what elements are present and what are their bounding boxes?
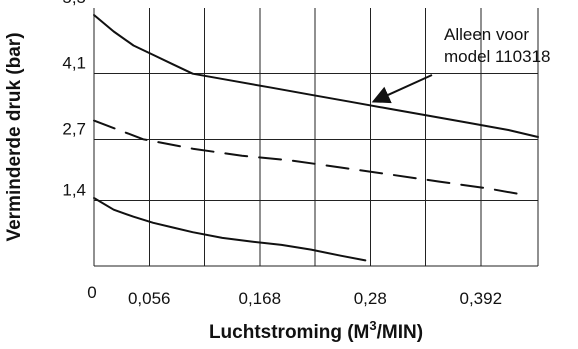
labels: 1,4 2,7 4,1 5,5 0 0,056 0,168 0,28 0,392 Luchtstr… xyxy=(4,0,502,343)
x-tick-label: 0 xyxy=(87,283,96,302)
x-tick-label: 0,28 xyxy=(354,289,387,308)
series-line-1 xyxy=(93,119,530,197)
y-tick-label: 4,1 xyxy=(62,54,86,73)
y-axis-title: Verminderde druk (bar) xyxy=(4,32,25,241)
annotation-text-line: model 110318 xyxy=(444,47,551,66)
x-tick-label: 0,056 xyxy=(128,289,171,308)
x-tick-label: 0,168 xyxy=(238,289,281,308)
y-tick-label: 1,4 xyxy=(62,180,86,199)
annotation-text-line: Alleen voor xyxy=(444,25,529,44)
series-line-2 xyxy=(93,197,367,262)
series-group xyxy=(93,14,539,262)
axes xyxy=(93,8,539,267)
grid xyxy=(94,8,538,266)
annotation-arrow xyxy=(371,74,433,104)
x-tick-label: 0,392 xyxy=(459,289,502,308)
y-tick-label: 5,5 xyxy=(62,0,86,7)
series-line-0 xyxy=(93,14,539,138)
annotation: Alleen voor model 110318 xyxy=(371,25,551,104)
x-axis-title: Luchtstroming (M3/MIN) xyxy=(209,318,423,343)
y-tick-label: 2,7 xyxy=(62,119,86,138)
